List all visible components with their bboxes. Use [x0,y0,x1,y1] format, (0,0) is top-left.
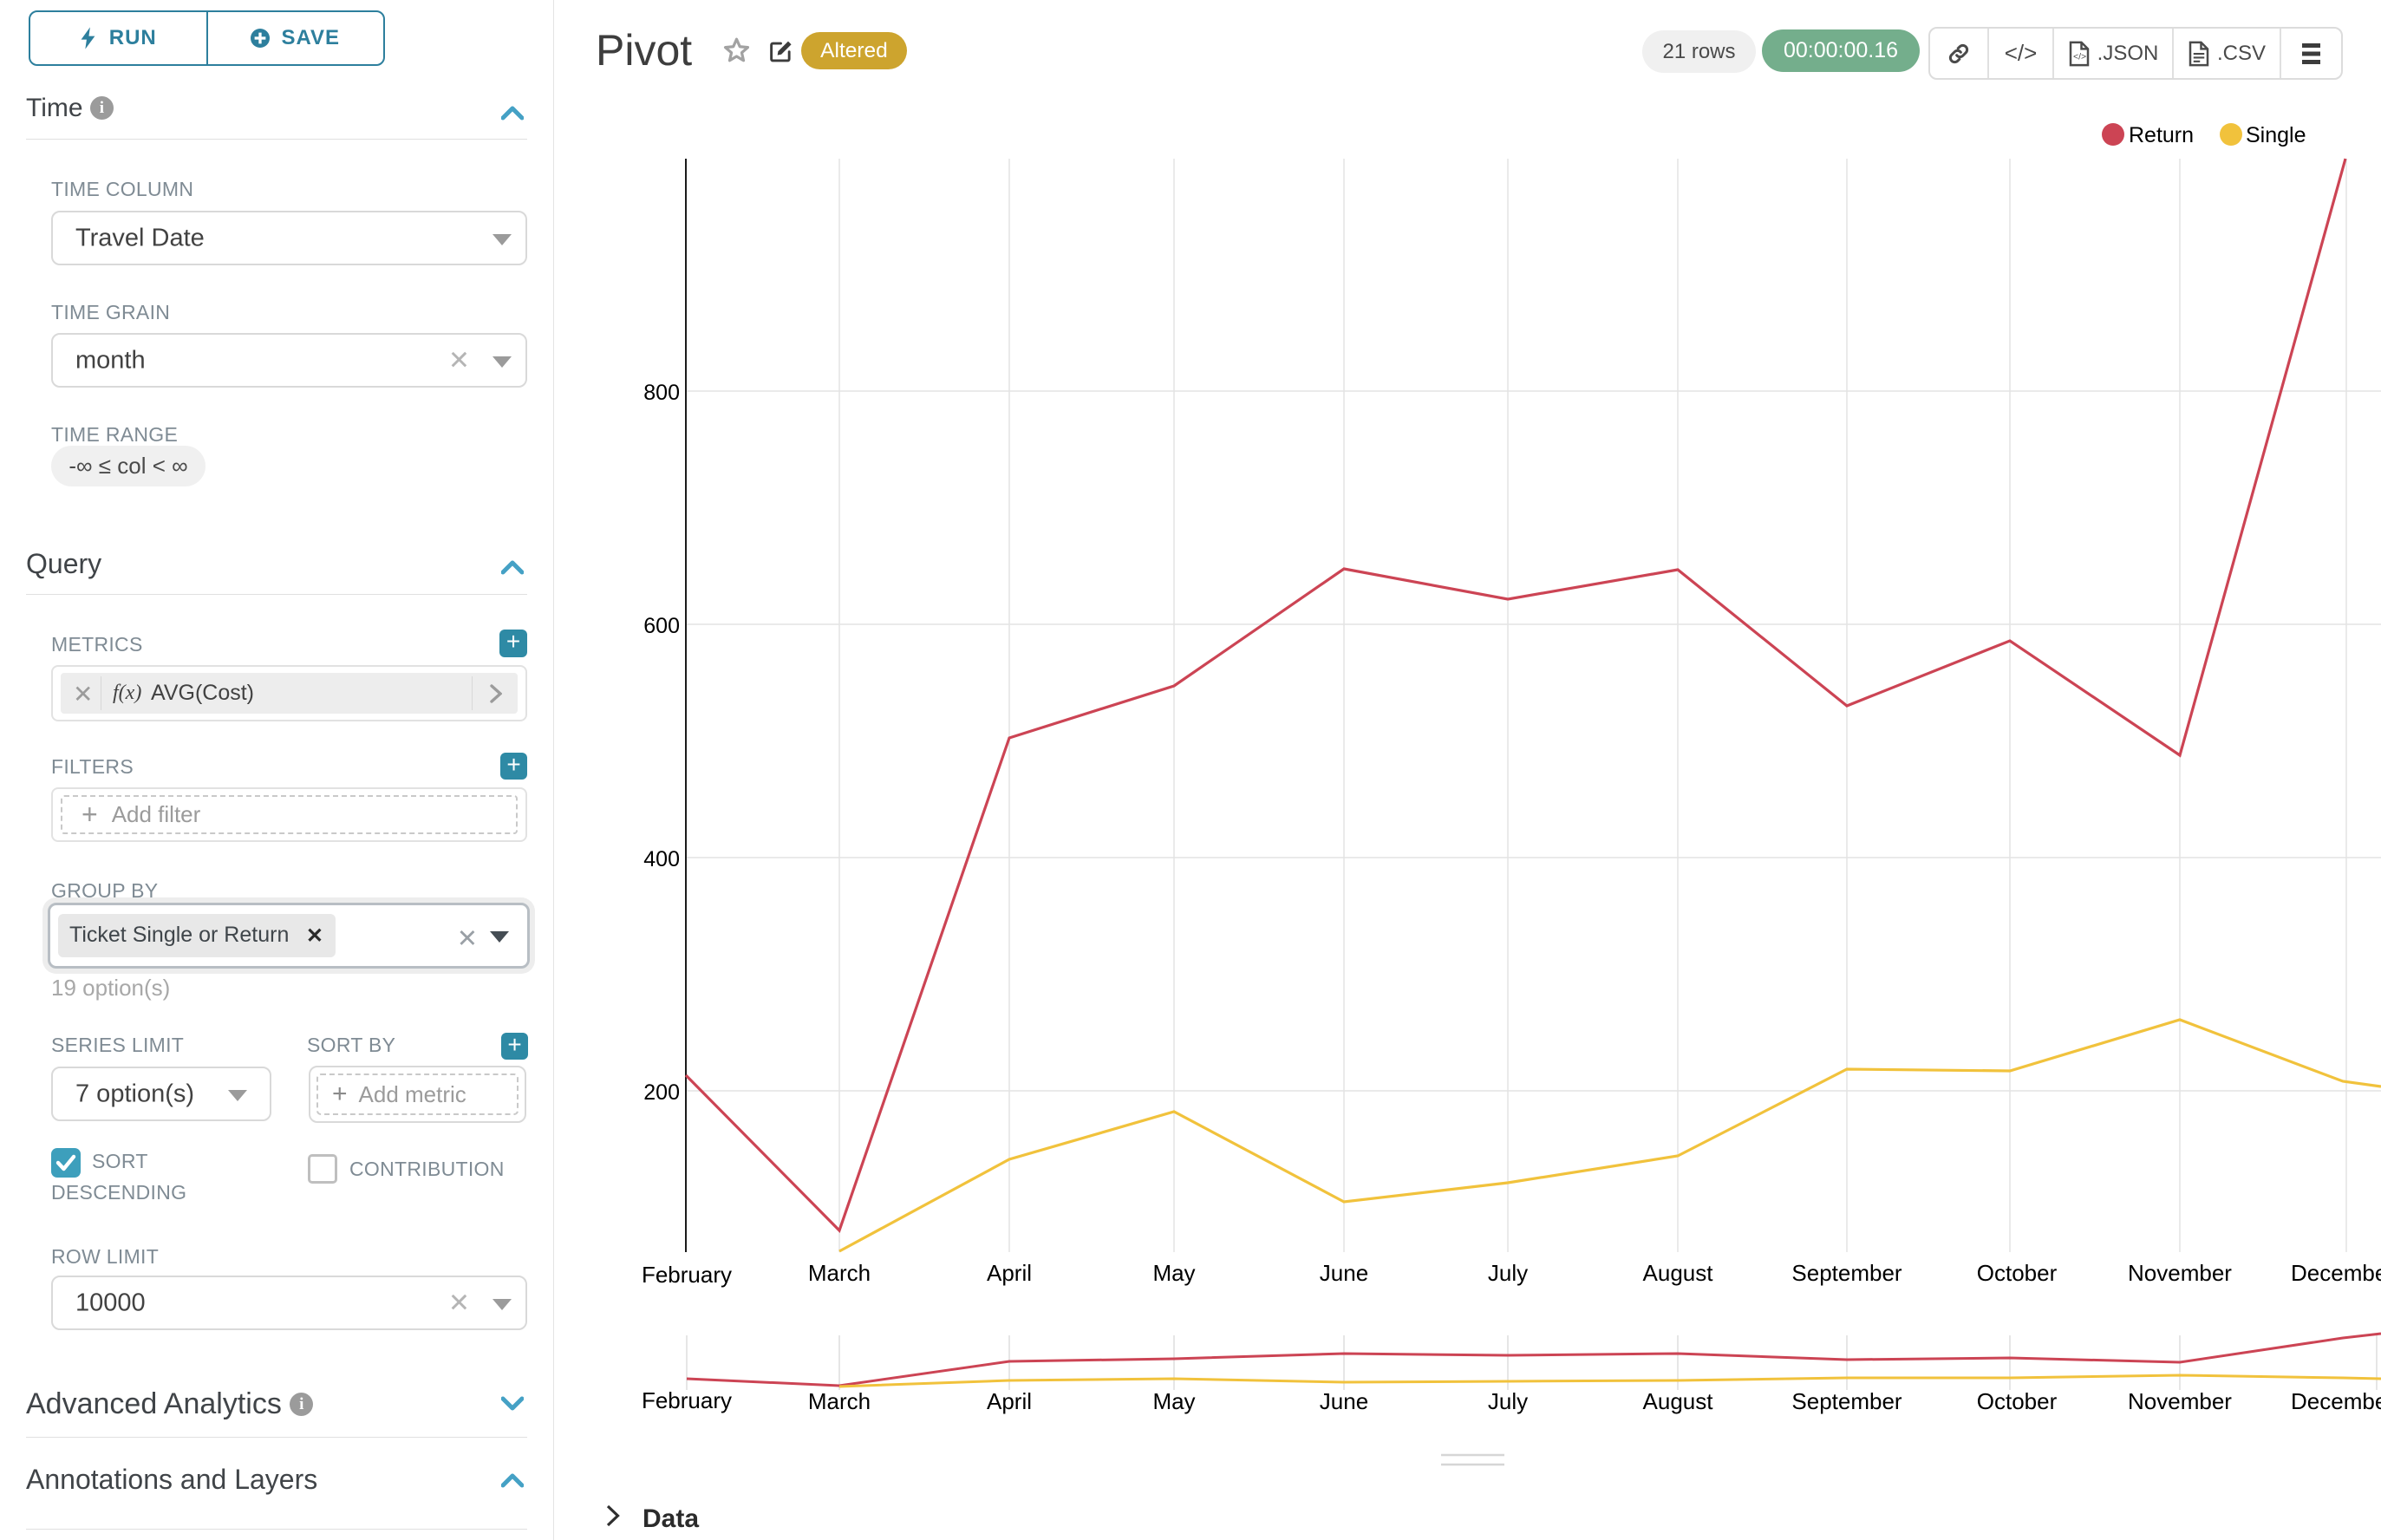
svg-text:November: November [2128,1260,2232,1286]
svg-text:May: May [1152,1260,1195,1286]
svg-text:Data: Data [643,1504,699,1533]
svg-text:February: February [642,1387,732,1413]
svg-text:March: March [808,1388,871,1414]
svg-text:August: August [1643,1388,1714,1414]
svg-text:April: April [987,1260,1032,1286]
svg-text:June: June [1320,1388,1368,1414]
svg-text:May: May [1152,1388,1195,1414]
svg-text:Return: Return [2129,123,2194,147]
svg-text:Single: Single [2246,123,2306,147]
svg-text:November: November [2128,1388,2232,1414]
svg-text:</>: </> [2073,51,2086,62]
svg-text:800: 800 [643,381,680,405]
svg-text:April: April [987,1388,1032,1414]
svg-text:200: 200 [643,1080,680,1105]
svg-text:July: July [1488,1388,1528,1414]
svg-text:600: 600 [643,614,680,638]
svg-text:September: September [1791,1260,1902,1286]
svg-text:December: December [2291,1388,2381,1414]
svg-text:400: 400 [643,847,680,871]
svg-text:August: August [1643,1260,1714,1286]
svg-text:March: March [808,1260,871,1286]
svg-text:October: October [1977,1260,2058,1286]
svg-text:June: June [1320,1260,1368,1286]
svg-text:October: October [1977,1388,2058,1414]
svg-text:February: February [642,1262,732,1288]
svg-text:December: December [2291,1260,2381,1286]
svg-text:September: September [1791,1388,1902,1414]
svg-text:July: July [1488,1260,1528,1286]
